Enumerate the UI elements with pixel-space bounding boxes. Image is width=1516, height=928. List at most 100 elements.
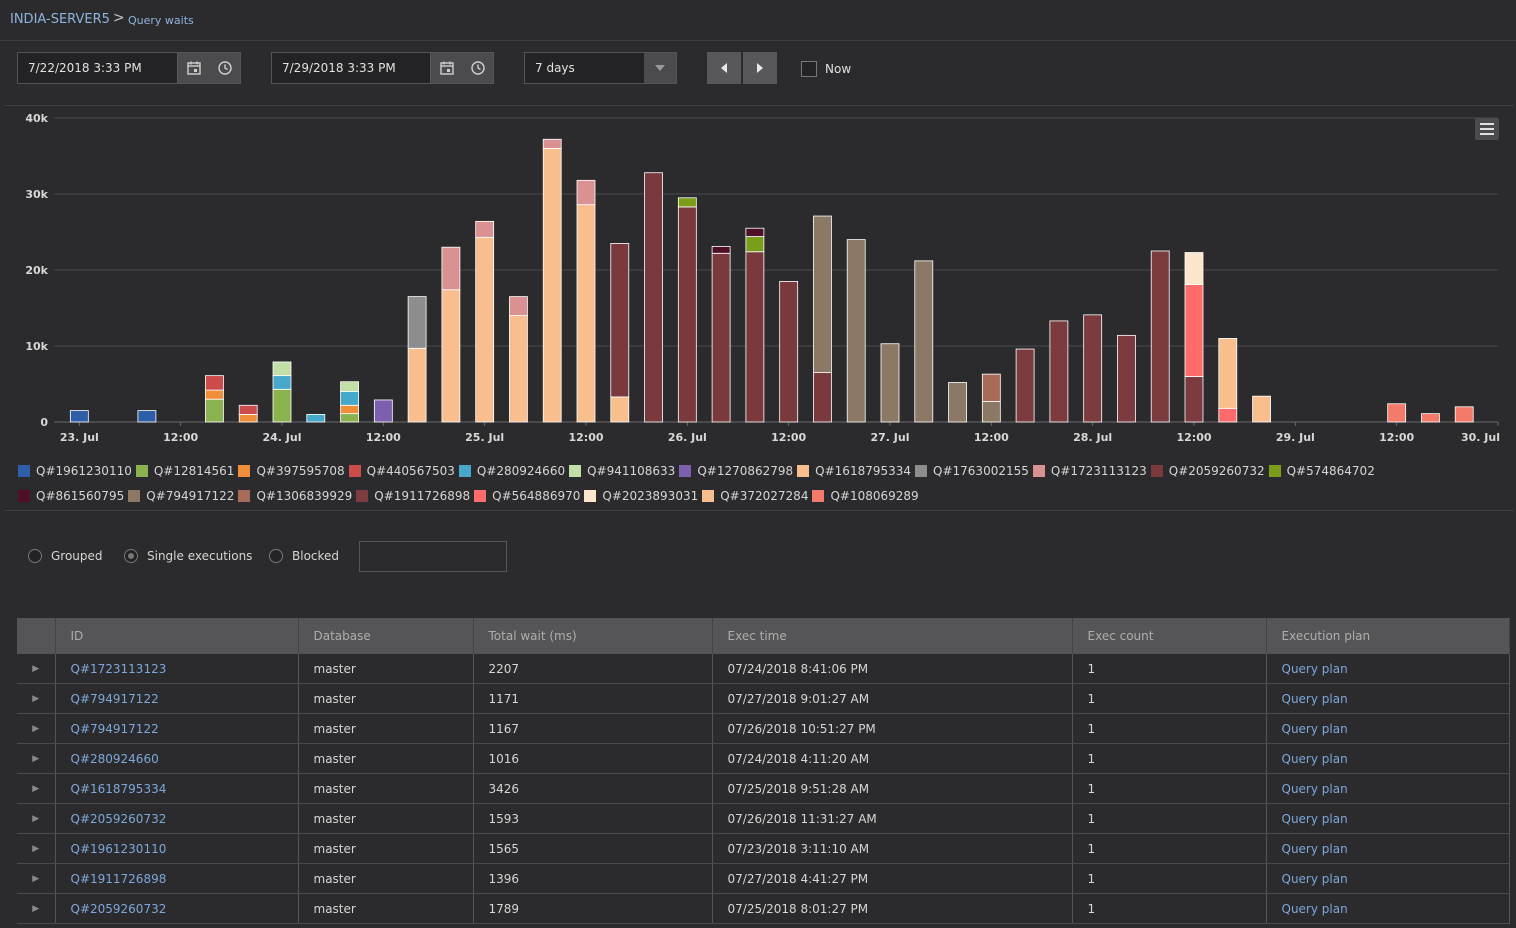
- legend-item[interactable]: Q#280924660: [458, 458, 565, 483]
- query-plan-link[interactable]: Query plan: [1266, 803, 1510, 834]
- expand-row-icon[interactable]: ▶: [17, 683, 56, 714]
- grouped-radio[interactable]: [28, 549, 42, 563]
- bar-segment: [576, 204, 596, 423]
- next-period-button[interactable]: [743, 52, 777, 84]
- column-header-database[interactable]: Database: [298, 618, 474, 654]
- legend-item[interactable]: Q#397595708: [238, 458, 345, 483]
- expand-row-icon[interactable]: ▶: [17, 654, 56, 684]
- query-id-link[interactable]: Q#1911726898: [55, 863, 299, 894]
- breadcrumb-page-link[interactable]: Query waits: [128, 14, 194, 27]
- query-id-link[interactable]: Q#280924660: [55, 743, 299, 774]
- expand-row-icon[interactable]: ▶: [17, 713, 56, 744]
- now-checkbox[interactable]: [801, 61, 817, 77]
- clock-icon[interactable]: [209, 53, 240, 83]
- expand-row-icon[interactable]: ▶: [17, 833, 56, 864]
- legend-item[interactable]: Q#372027284: [702, 483, 808, 508]
- bar-segment: [1252, 395, 1271, 423]
- query-plan-link[interactable]: Query plan: [1266, 713, 1510, 744]
- bar-segment: [509, 315, 528, 423]
- column-header-total-wait[interactable]: Total wait (ms): [473, 618, 713, 654]
- legend-item[interactable]: Q#574864702: [1268, 458, 1375, 483]
- start-datetime-input[interactable]: 7/22/2018 3:33 PM: [28, 61, 142, 75]
- query-id-link[interactable]: Q#794917122: [55, 713, 299, 744]
- blocked-radio[interactable]: [269, 549, 283, 563]
- legend-item[interactable]: Q#1911726898: [356, 483, 470, 508]
- column-header-id[interactable]: ID: [55, 618, 299, 654]
- legend-item[interactable]: Q#12814561: [135, 458, 234, 483]
- legend-label: Q#861560795: [36, 488, 125, 503]
- legend-item[interactable]: Q#941108633: [569, 458, 675, 483]
- breadcrumb-server-link[interactable]: INDIA-SERVER5: [10, 12, 110, 27]
- legend-item[interactable]: Q#2059260732: [1150, 458, 1265, 483]
- legend-item[interactable]: Q#1270862798: [679, 458, 793, 483]
- query-plan-link[interactable]: Query plan: [1266, 683, 1510, 714]
- column-header-execution-plan[interactable]: Execution plan: [1266, 618, 1510, 654]
- end-datetime-picker[interactable]: 7/29/2018 3:33 PM: [271, 52, 494, 84]
- query-plan-link[interactable]: Query plan: [1266, 743, 1510, 774]
- bar-segment: [340, 413, 359, 423]
- legend-item[interactable]: Q#2023893031: [584, 483, 698, 508]
- hamburger-menu-icon[interactable]: [1475, 118, 1499, 140]
- table-row[interactable]: ▶ Q#794917122 master 1171 07/27/2018 9:01:27…: [17, 683, 1510, 714]
- query-id-link[interactable]: Q#1961230110: [55, 833, 299, 864]
- chevron-right-icon: >: [113, 10, 125, 26]
- exec-count-cell: 1: [1072, 863, 1267, 894]
- expand-row-icon[interactable]: ▶: [17, 863, 56, 894]
- bar-segment: [914, 260, 934, 423]
- caret-down-icon[interactable]: [644, 53, 676, 83]
- bar-segment: [1049, 320, 1069, 423]
- database-cell: master: [298, 773, 474, 804]
- legend-item[interactable]: Q#108069289: [812, 483, 919, 508]
- table-row[interactable]: ▶ Q#280924660 master 1016 07/24/2018 4:11:20…: [17, 743, 1510, 774]
- expand-row-icon[interactable]: ▶: [17, 803, 56, 834]
- legend-item[interactable]: Q#564886970: [474, 483, 580, 508]
- query-plan-link[interactable]: Query plan: [1266, 833, 1510, 864]
- query-id-link[interactable]: Q#1618795334: [55, 773, 299, 804]
- time-range-select[interactable]: 7 days: [524, 52, 677, 84]
- expand-row-icon[interactable]: ▶: [17, 893, 56, 924]
- table-row[interactable]: ▶ Q#1723113123 master 2207 07/24/2018 8:41:0…: [17, 654, 1510, 684]
- query-id-link[interactable]: Q#1723113123: [55, 654, 299, 684]
- expand-row-icon[interactable]: ▶: [17, 743, 56, 774]
- table-row[interactable]: ▶ Q#794917122 master 1167 07/26/2018 10:51:2…: [17, 713, 1510, 744]
- column-header-exec-time[interactable]: Exec time: [712, 618, 1073, 654]
- start-datetime-buttons: [177, 53, 240, 83]
- clock-icon[interactable]: [462, 53, 493, 83]
- query-plan-link[interactable]: Query plan: [1266, 654, 1510, 684]
- expand-row-icon[interactable]: ▶: [17, 773, 56, 804]
- end-datetime-input[interactable]: 7/29/2018 3:33 PM: [282, 61, 396, 75]
- query-plan-link[interactable]: Query plan: [1266, 893, 1510, 924]
- table-row[interactable]: ▶ Q#1961230110 master 1565 07/23/2018 3:11:1…: [17, 833, 1510, 864]
- calendar-icon[interactable]: [178, 53, 209, 83]
- legend-swatch: [458, 464, 471, 477]
- legend-item[interactable]: Q#440567503: [348, 458, 455, 483]
- start-datetime-picker[interactable]: 7/22/2018 3:33 PM: [17, 52, 241, 84]
- previous-period-button[interactable]: [707, 52, 741, 84]
- legend-swatch: [702, 489, 715, 502]
- filter-search-input[interactable]: [359, 541, 507, 572]
- legend-label: Q#564886970: [492, 488, 581, 503]
- query-plan-link[interactable]: Query plan: [1266, 863, 1510, 894]
- legend-item[interactable]: Q#1618795334: [797, 458, 911, 483]
- table-row[interactable]: ▶ Q#1618795334 master 3426 07/25/2018 9:51:2…: [17, 773, 1510, 804]
- query-id-link[interactable]: Q#794917122: [55, 683, 299, 714]
- legend-item[interactable]: Q#794917122: [128, 483, 234, 508]
- exec-time-cell: 07/26/2018 11:31:27 AM: [712, 803, 1073, 834]
- database-cell: master: [298, 833, 474, 864]
- legend-item[interactable]: Q#861560795: [18, 483, 124, 508]
- table-row[interactable]: ▶ Q#2059260732 master 1789 07/25/2018 8:01:2…: [17, 893, 1510, 924]
- legend-item[interactable]: Q#1763002155: [915, 458, 1029, 483]
- column-header-exec-count[interactable]: Exec count: [1072, 618, 1267, 654]
- table-row[interactable]: ▶ Q#2059260732 master 1593 07/26/2018 11:31:…: [17, 803, 1510, 834]
- legend-item[interactable]: Q#1306839929: [238, 483, 352, 508]
- table-row[interactable]: ▶ Q#1911726898 master 1396 07/27/2018 4:41:2…: [17, 863, 1510, 894]
- legend-item[interactable]: Q#1723113123: [1032, 458, 1147, 483]
- calendar-icon[interactable]: [431, 53, 462, 83]
- legend-item[interactable]: Q#1961230110: [18, 458, 132, 483]
- single-executions-radio[interactable]: [124, 549, 138, 563]
- bar-segment: [69, 410, 89, 423]
- query-id-link[interactable]: Q#2059260732: [55, 893, 299, 924]
- query-plan-link[interactable]: Query plan: [1266, 773, 1510, 804]
- bar-segment: [813, 372, 832, 423]
- query-id-link[interactable]: Q#2059260732: [55, 803, 299, 834]
